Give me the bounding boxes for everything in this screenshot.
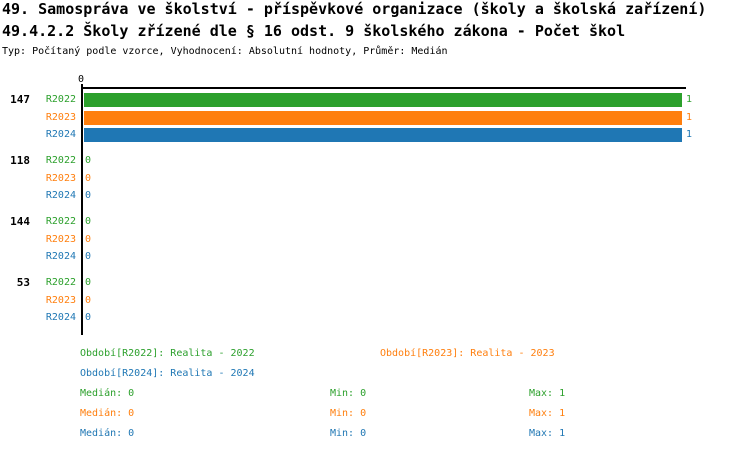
series-label: R2022	[45, 94, 76, 105]
legend-max-r2024: Max: 1	[529, 428, 566, 439]
series-label: R2024	[45, 129, 76, 140]
legend-median-r2023: Medián: 0	[80, 408, 135, 419]
series-label: R2024	[45, 190, 76, 201]
value-label: 0	[85, 190, 92, 201]
value-label: 1	[686, 129, 693, 140]
legend-period-r2022: Období[R2022]: Realita - 2022	[80, 348, 255, 359]
value-label: 0	[85, 216, 92, 227]
group-label: 147	[10, 93, 30, 106]
series-label: R2024	[45, 251, 76, 262]
legend-min-r2024: Min: 0	[330, 428, 367, 439]
series-label: R2023	[45, 112, 76, 123]
series-label: R2022	[45, 277, 76, 288]
legend-period-r2024: Období[R2024]: Realita - 2024	[80, 368, 255, 379]
value-label: 0	[85, 295, 92, 306]
value-axis-tick-label: 0	[77, 74, 85, 85]
legend-max-r2023: Max: 1	[529, 408, 566, 419]
series-label: R2023	[45, 295, 76, 306]
title-line-1: 49. Samospráva ve školství - příspěvkové…	[2, 0, 707, 18]
legend-median-r2024: Medián: 0	[80, 428, 135, 439]
bar	[84, 128, 682, 142]
series-label: R2023	[45, 234, 76, 245]
value-label: 0	[85, 251, 92, 262]
group-label: 118	[10, 154, 30, 167]
bar	[84, 93, 682, 107]
series-label: R2023	[45, 173, 76, 184]
group-label: 144	[10, 215, 30, 228]
value-label: 0	[85, 155, 92, 166]
category-axis-line	[81, 84, 83, 335]
chart-meta-subtitle: Typ: Počítaný podle vzorce, Vyhodnocení:…	[2, 46, 448, 57]
series-label: R2022	[45, 155, 76, 166]
series-label: R2024	[45, 312, 76, 323]
legend-min-r2022: Min: 0	[330, 388, 367, 399]
value-label: 0	[85, 277, 92, 288]
value-label: 1	[686, 112, 693, 123]
legend-period-r2023: Období[R2023]: Realita - 2023	[380, 348, 555, 359]
value-label: 0	[85, 312, 92, 323]
series-label: R2022	[45, 216, 76, 227]
group-label: 53	[16, 276, 30, 289]
value-label: 0	[85, 173, 92, 184]
legend-max-r2022: Max: 1	[529, 388, 566, 399]
value-label: 0	[85, 234, 92, 245]
value-axis-line	[81, 87, 686, 89]
title-line-2: 49.4.2.2 Školy zřízené dle § 16 odst. 9 …	[2, 22, 626, 40]
value-label: 1	[686, 94, 693, 105]
legend-median-r2022: Medián: 0	[80, 388, 135, 399]
bar	[84, 111, 682, 125]
legend-min-r2023: Min: 0	[330, 408, 367, 419]
